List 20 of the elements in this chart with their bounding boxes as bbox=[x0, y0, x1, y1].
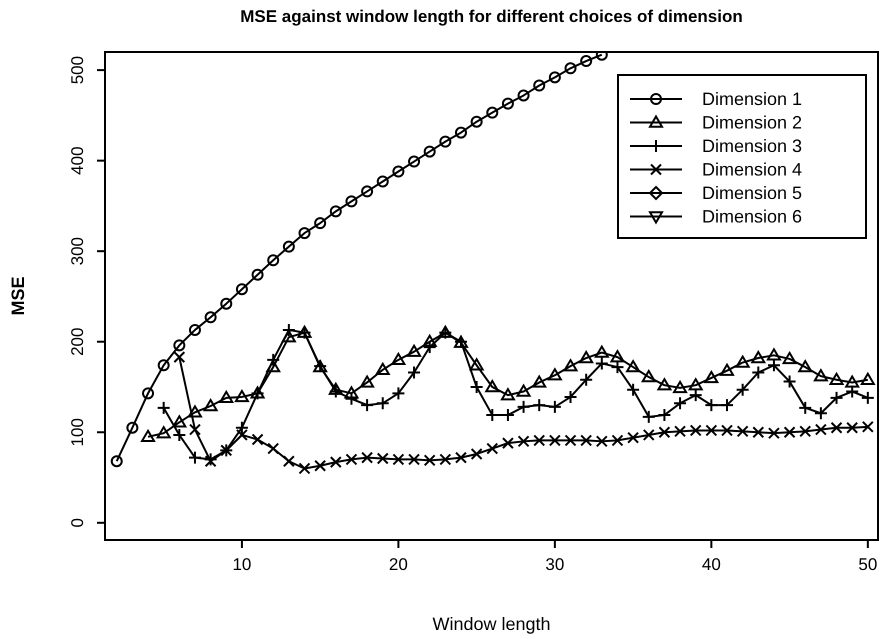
legend-label: Dimension 4 bbox=[702, 160, 802, 180]
x-tick-label: 30 bbox=[545, 555, 564, 574]
y-tick-label: 200 bbox=[68, 328, 87, 356]
y-axis-title: MSE bbox=[8, 276, 28, 316]
x-axis-title: Window length bbox=[432, 614, 551, 634]
legend-label: Dimension 6 bbox=[702, 206, 802, 226]
y-tick-label: 400 bbox=[68, 146, 87, 175]
y-tick-label: 300 bbox=[68, 236, 87, 266]
x-tick-label: 10 bbox=[232, 555, 252, 574]
y-tick-label: 0 bbox=[68, 518, 87, 528]
chart-title: MSE against window length for different choices of dimension bbox=[240, 7, 743, 26]
x-tick-label: 40 bbox=[702, 555, 721, 574]
legend-label: Dimension 2 bbox=[702, 112, 802, 132]
legend-label: Dimension 1 bbox=[702, 89, 802, 109]
x-tick-label: 20 bbox=[388, 555, 408, 574]
y-tick-label: 500 bbox=[68, 56, 87, 84]
legend-label: Dimension 5 bbox=[702, 183, 802, 203]
x-tick-label: 50 bbox=[858, 555, 878, 574]
legend-label: Dimension 3 bbox=[702, 136, 802, 156]
y-tick-label: 100 bbox=[68, 418, 87, 446]
